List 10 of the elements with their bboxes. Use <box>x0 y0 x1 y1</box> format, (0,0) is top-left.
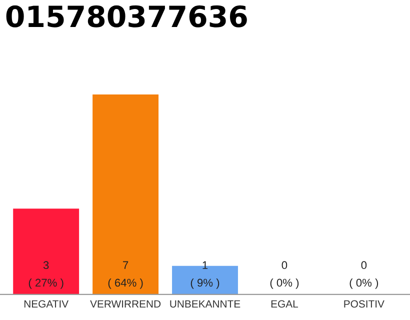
data-label: 0 ( 0% ) <box>350 261 378 289</box>
data-label: 7 ( 64% ) <box>108 261 143 289</box>
x-tick-label: POSITIV <box>344 300 384 308</box>
x-tick-label: EGAL <box>271 300 298 308</box>
data-label: 0 ( 0% ) <box>270 261 299 289</box>
x-tick-label: NEGATIV <box>24 300 69 308</box>
x-tick-label: VERWIRREND <box>90 300 161 308</box>
chart-title: 015780377636 <box>6 5 247 28</box>
x-tick-label: UNBEKANNTE <box>170 300 240 308</box>
data-label: 3 ( 27% ) <box>28 261 64 289</box>
